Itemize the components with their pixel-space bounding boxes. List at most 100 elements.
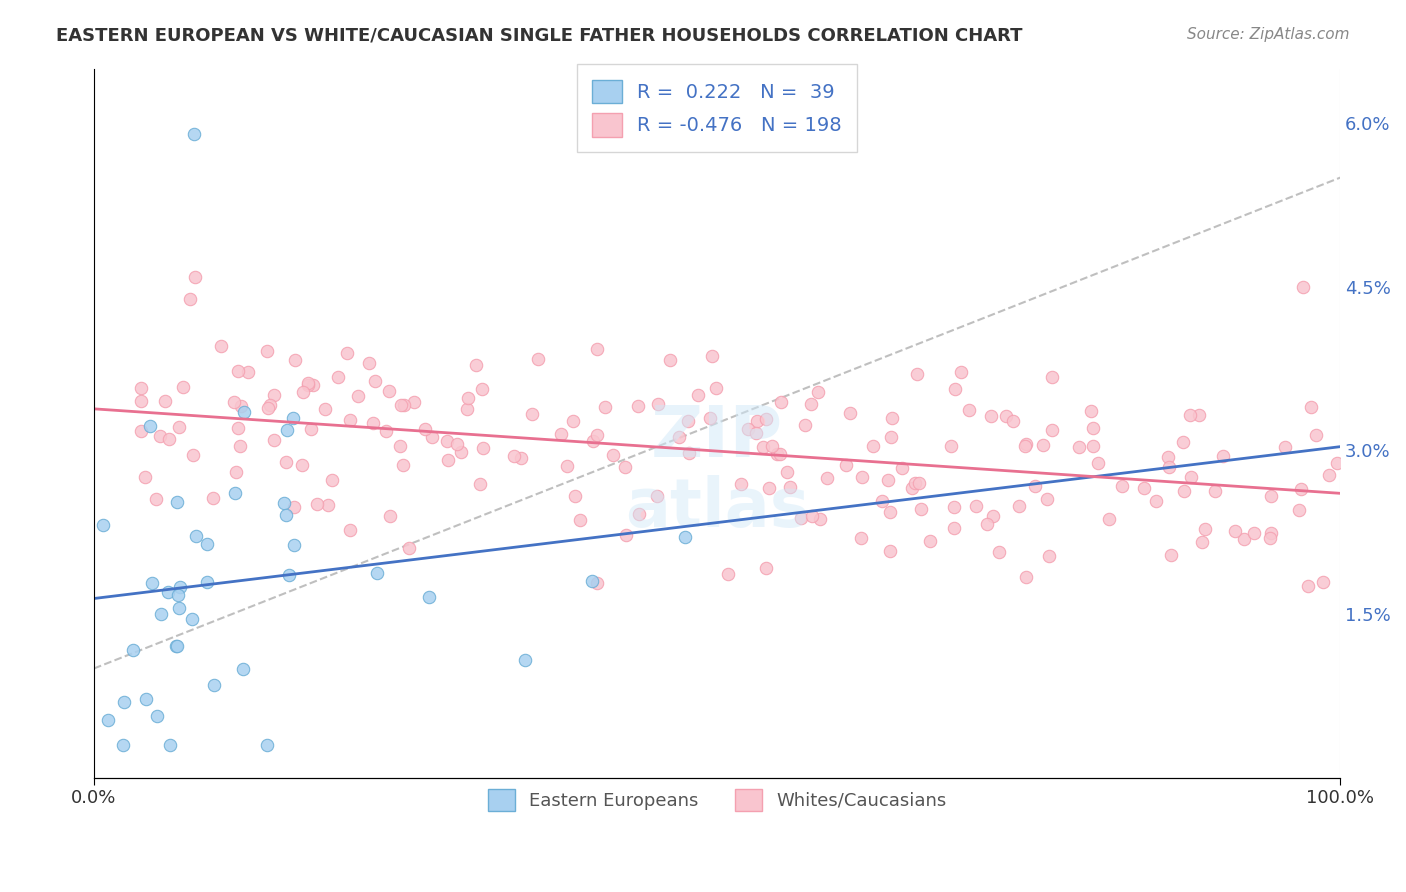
Point [346, 389, 368, 403]
Point [988, 545, 1011, 559]
Text: atlas: atlas [624, 475, 810, 541]
Point [129, 380, 152, 394]
Point [366, 566, 388, 580]
Point [890, 461, 912, 475]
Point [807, 385, 830, 400]
Point [172, 379, 194, 393]
Point [790, 510, 813, 524]
Point [800, 509, 823, 524]
Point [717, 567, 740, 582]
Point [166, 494, 188, 508]
Point [197, 574, 219, 589]
Point [745, 425, 768, 440]
Point [1180, 470, 1202, 484]
Point [1111, 479, 1133, 493]
Point [1083, 420, 1105, 434]
Point [910, 502, 932, 516]
Point [581, 574, 603, 589]
Point [166, 639, 188, 653]
Point [129, 424, 152, 438]
Point [134, 470, 156, 484]
Point [1326, 456, 1348, 470]
Point [363, 417, 385, 431]
Point [259, 398, 281, 412]
Point [1024, 479, 1046, 493]
Point [1243, 526, 1265, 541]
Point [149, 429, 172, 443]
Point [965, 499, 987, 513]
Point [1040, 370, 1063, 384]
Point [157, 432, 180, 446]
Point [1098, 512, 1121, 526]
Point [276, 423, 298, 437]
Point [1188, 408, 1211, 422]
Point [121, 643, 143, 657]
Point [555, 458, 578, 473]
Point [468, 477, 491, 491]
Point [510, 451, 533, 466]
Point [876, 473, 898, 487]
Point [515, 653, 537, 667]
Point [179, 293, 201, 307]
Point [202, 678, 225, 692]
Point [752, 440, 775, 454]
Point [181, 448, 204, 462]
Point [586, 575, 609, 590]
Point [402, 395, 425, 409]
Point [129, 394, 152, 409]
Point [879, 505, 901, 519]
Point [1292, 279, 1315, 293]
Point [184, 529, 207, 543]
Point [1291, 483, 1313, 497]
Point [686, 388, 709, 402]
Point [181, 612, 204, 626]
Point [776, 465, 799, 479]
Point [765, 447, 787, 461]
Point [526, 351, 548, 366]
Point [793, 417, 815, 432]
Point [561, 414, 583, 428]
Point [465, 359, 488, 373]
Point [1223, 524, 1246, 539]
Point [299, 422, 322, 436]
Point [870, 494, 893, 508]
Point [314, 401, 336, 416]
Point [389, 439, 412, 453]
Point [582, 434, 605, 448]
Point [849, 531, 872, 545]
Point [957, 402, 980, 417]
Point [263, 387, 285, 401]
Point [374, 425, 396, 439]
Point [1067, 440, 1090, 454]
Point [1312, 575, 1334, 590]
Point [326, 370, 349, 384]
Point [668, 430, 690, 444]
Point [1156, 450, 1178, 464]
Point [1032, 438, 1054, 452]
Point [980, 409, 1002, 424]
Point [907, 367, 929, 381]
Point [233, 404, 256, 418]
Point [1305, 428, 1327, 442]
Point [283, 500, 305, 514]
Point [1212, 449, 1234, 463]
Point [1274, 440, 1296, 454]
Point [1042, 423, 1064, 437]
Point [815, 471, 838, 485]
Point [321, 474, 343, 488]
Point [97, 713, 120, 727]
Point [436, 434, 458, 448]
Point [1260, 525, 1282, 540]
Point [1157, 460, 1180, 475]
Point [450, 445, 472, 459]
Point [457, 392, 479, 406]
Point [699, 411, 721, 425]
Point [335, 345, 357, 359]
Point [159, 738, 181, 752]
Point [139, 419, 162, 434]
Point [1296, 579, 1319, 593]
Point [1191, 535, 1213, 549]
Point [184, 270, 207, 285]
Point [593, 400, 616, 414]
Text: Source: ZipAtlas.com: Source: ZipAtlas.com [1187, 27, 1350, 42]
